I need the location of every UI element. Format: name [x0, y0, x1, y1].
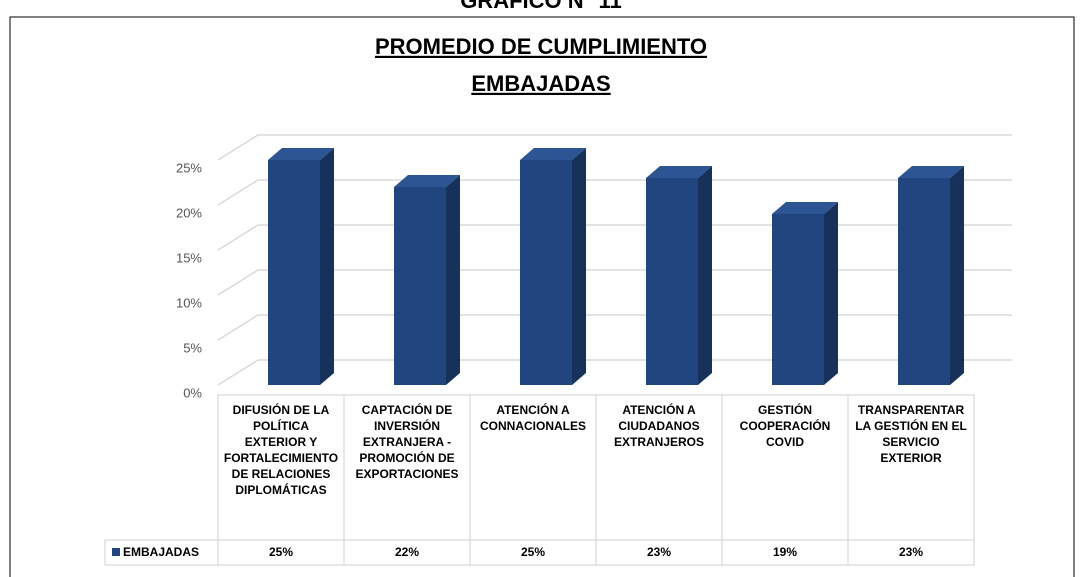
x-tick-label-box: ATENCIÓN A CIUDADANOS EXTRANJEROS	[613, 403, 705, 449]
bar-side	[824, 202, 838, 385]
bar-front	[268, 160, 320, 385]
grid-line	[217, 359, 1012, 386]
x-tick-label: CAPTACIÓN DE INVERSIÓN EXTRANJERA - PROM…	[355, 403, 459, 481]
bar	[520, 148, 586, 385]
y-tick-label: 5%	[183, 340, 202, 355]
bar-side	[950, 166, 964, 385]
x-tick-label-box: GESTIÓN COOPERACIÓN COVID	[739, 403, 831, 449]
grid-line	[217, 269, 1012, 296]
x-tick-label-box: ATENCIÓN A CONNACIONALES	[479, 403, 586, 433]
data-label: 23%	[647, 545, 671, 559]
bar-side	[446, 175, 460, 385]
data-label: 23%	[899, 545, 923, 559]
bar-side	[698, 166, 712, 385]
bar	[268, 148, 334, 385]
grid-line	[217, 314, 1012, 341]
bar-front	[772, 214, 824, 385]
bar-top	[898, 166, 964, 178]
data-label: 22%	[395, 545, 419, 559]
bar	[394, 175, 460, 385]
grid-line	[217, 134, 1012, 161]
grid-line	[217, 179, 1012, 206]
x-tick-label-box: DIFUSIÓN DE LA POLÍTICA EXTERIOR Y FORTA…	[223, 403, 339, 497]
data-label: 19%	[773, 545, 797, 559]
header: GRÁFICO N° 11	[460, 0, 622, 13]
bar	[898, 166, 964, 385]
y-tick-label: 15%	[176, 250, 202, 265]
y-tick-label: 25%	[176, 160, 202, 175]
x-tick-label: GESTIÓN COOPERACIÓN COVID	[739, 403, 831, 449]
y-tick-label: 10%	[176, 295, 202, 310]
bar	[772, 202, 838, 385]
legend-swatch	[112, 548, 120, 556]
chart-subtitle: EMBAJADAS	[471, 71, 610, 96]
bar-front	[898, 178, 950, 385]
grid-line	[217, 224, 1012, 251]
x-tick-label: ATENCIÓN A CONNACIONALES	[479, 403, 586, 433]
bar-front	[646, 178, 698, 385]
bar-top	[268, 148, 334, 160]
x-tick-label: ATENCIÓN A CIUDADANOS EXTRANJEROS	[613, 403, 705, 449]
bar-top	[394, 175, 460, 187]
data-label: 25%	[269, 545, 293, 559]
x-tick-label-box: TRANSPARENTAR LA GESTIÓN EN EL SERVICIO …	[855, 403, 967, 465]
legend-cell	[104, 539, 219, 566]
y-tick-label: 20%	[176, 205, 202, 220]
bar-top	[520, 148, 586, 160]
legend-label: EMBAJADAS	[123, 545, 199, 559]
bar-top	[646, 166, 712, 178]
bar	[646, 166, 712, 385]
x-tick-label: DIFUSIÓN DE LA POLÍTICA EXTERIOR Y FORTA…	[223, 403, 339, 497]
data-label: 25%	[521, 545, 545, 559]
chart-title: PROMEDIO DE CUMPLIMIENTO	[375, 34, 707, 59]
bar-side	[572, 148, 586, 385]
y-tick-label: 0%	[183, 385, 202, 400]
x-tick-label: TRANSPARENTAR LA GESTIÓN EN EL SERVICIO …	[855, 403, 967, 465]
bar-top	[772, 202, 838, 214]
bar-side	[320, 148, 334, 385]
x-tick-label-box: CAPTACIÓN DE INVERSIÓN EXTRANJERA - PROM…	[355, 403, 459, 481]
bar-front	[394, 187, 446, 385]
bar-front	[520, 160, 572, 385]
